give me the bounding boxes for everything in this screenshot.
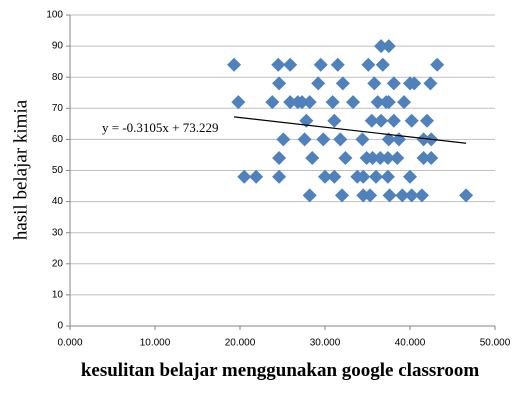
- point: [325, 95, 340, 110]
- point: [369, 169, 383, 184]
- point: [276, 132, 291, 147]
- point: [397, 95, 412, 110]
- point: [305, 151, 320, 166]
- point: [390, 151, 405, 166]
- y-tick-label: 60: [52, 134, 64, 145]
- point: [302, 188, 317, 203]
- trendline-equation: y = -0.3105x + 73.229: [102, 120, 219, 135]
- point: [370, 95, 385, 110]
- point: [381, 39, 396, 54]
- y-tick-label: 40: [52, 196, 64, 207]
- point: [420, 113, 434, 128]
- y-tick-label: 80: [52, 72, 64, 83]
- y-tick-label: 50: [52, 165, 64, 176]
- point: [295, 95, 310, 110]
- point: [416, 132, 431, 147]
- point: [381, 95, 396, 110]
- y-axis-label: hasil belajar kimia: [10, 99, 31, 240]
- point: [386, 76, 401, 91]
- point: [423, 76, 438, 91]
- point: [364, 113, 379, 128]
- point: [380, 169, 395, 184]
- point: [272, 169, 287, 184]
- point: [430, 57, 445, 72]
- x-tick-label: 10.000: [140, 338, 171, 349]
- point: [265, 95, 280, 110]
- point: [272, 151, 287, 166]
- point: [459, 188, 474, 203]
- point: [374, 39, 389, 54]
- point: [272, 76, 287, 91]
- point: [333, 132, 348, 147]
- point: [327, 113, 342, 128]
- point: [355, 132, 370, 147]
- point: [363, 188, 378, 203]
- point: [327, 169, 342, 184]
- point: [414, 188, 429, 203]
- trendline: [233, 116, 467, 144]
- point: [335, 76, 350, 91]
- point: [365, 151, 380, 166]
- x-tick-label: 0.000: [57, 338, 82, 349]
- y-tick-label: 100: [46, 10, 63, 21]
- point: [297, 132, 312, 147]
- y-tick-label: 10: [52, 290, 64, 301]
- x-tick-label: 50.000: [480, 338, 511, 349]
- point: [373, 151, 388, 166]
- point: [407, 76, 422, 91]
- point: [424, 151, 439, 166]
- point: [404, 113, 419, 128]
- point: [374, 113, 389, 128]
- point: [330, 57, 345, 72]
- point: [271, 57, 286, 72]
- y-tick-label: 0: [57, 321, 63, 332]
- point: [382, 188, 397, 203]
- point: [227, 57, 242, 72]
- point: [313, 57, 328, 72]
- point: [302, 95, 317, 110]
- x-tick-label: 20.000: [225, 338, 256, 349]
- point: [381, 132, 396, 147]
- point: [237, 169, 252, 184]
- point: [416, 151, 431, 166]
- y-tick-label: 30: [52, 227, 64, 238]
- point: [283, 95, 298, 110]
- y-tick-label: 70: [52, 103, 64, 114]
- y-tick-label: 20: [52, 258, 64, 269]
- point: [395, 188, 410, 203]
- chart: hasil belajar kimia 0 10 20 30 40 50 60 70 80 90 1…: [10, 10, 511, 349]
- x-tick-label: 30.000: [310, 338, 341, 349]
- point: [403, 169, 417, 184]
- point: [361, 57, 376, 72]
- point: [318, 169, 332, 184]
- point: [283, 57, 298, 72]
- point: [311, 76, 326, 91]
- point: [335, 188, 349, 203]
- y-tick-label: 90: [52, 41, 64, 52]
- point: [367, 76, 382, 91]
- point: [404, 188, 419, 203]
- point: [231, 95, 246, 110]
- x-tick-label: 40.000: [395, 338, 426, 349]
- x-axis-label: kesulitan belajar menggunakan google cla…: [80, 360, 480, 381]
- point: [249, 169, 264, 184]
- point: [375, 57, 390, 72]
- point: [346, 95, 361, 110]
- point: [356, 169, 371, 184]
- point: [316, 132, 331, 147]
- point: [338, 151, 353, 166]
- point: [380, 151, 395, 166]
- point: [386, 113, 401, 128]
